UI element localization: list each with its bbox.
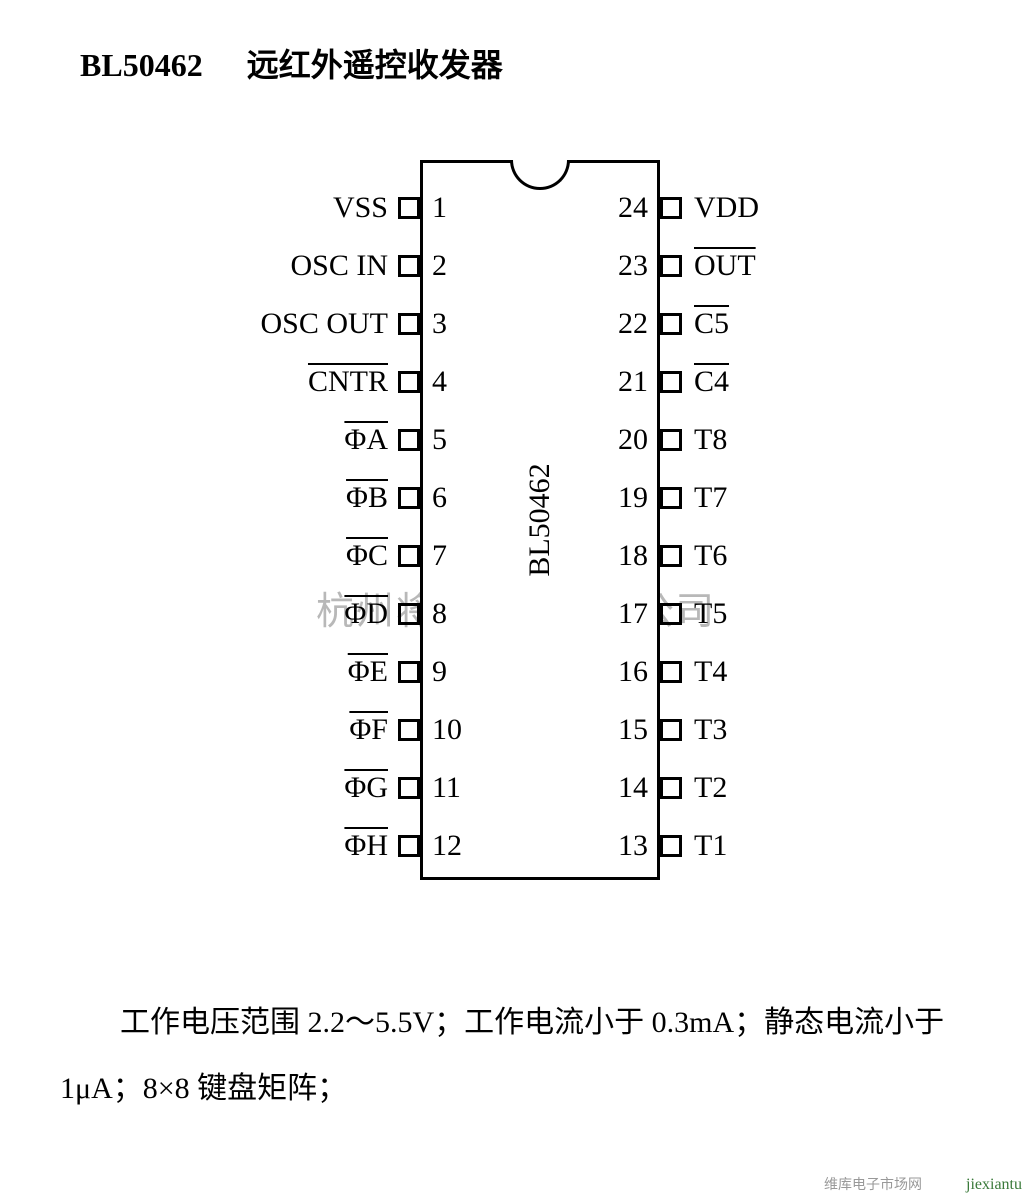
pin-lead-icon [398,487,420,509]
pin-label-right: T8 [694,423,727,457]
title-part-number: BL50462 [80,47,203,84]
pin-label-left: OSC IN [290,249,388,283]
pin-label-left: ΦG [344,771,388,805]
pin-row: ΦB 6 19 T7 [0,468,1032,528]
pin-number-left: 11 [432,771,472,805]
pin-label-right: C4 [694,365,729,399]
pin-lead-icon [660,197,682,219]
pin-number-right: 24 [600,191,648,225]
pin-lead-icon [398,603,420,625]
pin-number-left: 9 [432,655,472,689]
pin-lead-icon [398,429,420,451]
pin-lead-icon [660,545,682,567]
pin-number-left: 4 [432,365,472,399]
pin-lead-icon [398,545,420,567]
pin-label-left: ΦB [346,481,388,515]
pin-lead-icon [660,429,682,451]
pin-number-left: 8 [432,597,472,631]
pin-row: ΦF 10 15 T3 [0,700,1032,760]
pin-label-left: CNTR [308,365,388,399]
pin-number-right: 23 [600,249,648,283]
pin-lead-icon [660,371,682,393]
pin-lead-icon [398,719,420,741]
pin-number-right: 22 [600,307,648,341]
pin-label-left: ΦD [344,597,388,631]
pin-row: ΦA 5 20 T8 [0,410,1032,470]
pin-lead-icon [398,777,420,799]
footer-site-2: 维库电子市场网 [824,1174,922,1194]
pin-lead-icon [398,835,420,857]
pin-number-left: 5 [432,423,472,457]
pin-label-left: ΦA [344,423,388,457]
pin-row: ΦE 9 16 T4 [0,642,1032,702]
pin-label-right: OUT [694,249,756,283]
pin-number-right: 19 [600,481,648,515]
pin-number-right: 16 [600,655,648,689]
pin-label-left: VSS [333,191,388,225]
pin-number-left: 10 [432,713,472,747]
pin-number-left: 3 [432,307,472,341]
pin-number-left: 1 [432,191,472,225]
spec-text: 工作电压范围 2.2～5.5V；工作电流小于 0.3mA；静态电流小于 1μA；… [60,990,972,1122]
pin-lead-icon [398,313,420,335]
pin-row: OSC IN 2 23 OUT [0,236,1032,296]
pin-row: ΦC 7 18 T6 [0,526,1032,586]
pin-number-right: 13 [600,829,648,863]
pin-lead-icon [660,661,682,683]
title: BL50462 远红外遥控收发器 [80,40,503,86]
pin-lead-icon [660,313,682,335]
pin-label-right: T5 [694,597,727,631]
pin-number-right: 17 [600,597,648,631]
pin-lead-icon [660,777,682,799]
pin-number-left: 12 [432,829,472,863]
pin-label-left: ΦE [348,655,388,689]
pin-lead-icon [398,255,420,277]
pin-label-right: T2 [694,771,727,805]
pin-row: VSS 1 24 VDD [0,178,1032,238]
pin-label-right: T3 [694,713,727,747]
pin-row: CNTR 4 21 C4 [0,352,1032,412]
pin-label-right: T7 [694,481,727,515]
pin-lead-icon [398,661,420,683]
pin-label-left: ΦC [346,539,388,573]
pin-lead-icon [398,197,420,219]
pin-lead-icon [660,487,682,509]
pin-number-left: 7 [432,539,472,573]
pin-label-right: VDD [694,191,759,225]
pin-label-right: T1 [694,829,727,863]
pin-number-left: 2 [432,249,472,283]
pin-label-right: C5 [694,307,729,341]
footer-site-1: jiexiantu [966,1176,1022,1194]
pin-lead-icon [660,719,682,741]
pin-row: ΦG 11 14 T2 [0,758,1032,818]
pin-number-right: 15 [600,713,648,747]
pin-label-left: ΦH [344,829,388,863]
pin-number-right: 18 [600,539,648,573]
pin-row: ΦH 12 13 T1 [0,816,1032,876]
pin-number-left: 6 [432,481,472,515]
pin-label-right: T6 [694,539,727,573]
pin-row: OSC OUT 3 22 C5 [0,294,1032,354]
chip-pinout-diagram: BL50462 VSS124VDDOSC IN223OUTOSC OUT322C… [0,150,1032,910]
pin-row: ΦD 8 17 T5 [0,584,1032,644]
pin-label-right: T4 [694,655,727,689]
pin-label-left: ΦF [349,713,388,747]
pin-lead-icon [660,835,682,857]
title-name: 远红外遥控收发器 [247,40,503,86]
pin-lead-icon [660,603,682,625]
pin-lead-icon [660,255,682,277]
pin-number-right: 21 [600,365,648,399]
pin-lead-icon [398,371,420,393]
pin-number-right: 20 [600,423,648,457]
pin-label-left: OSC OUT [260,307,388,341]
pin-number-right: 14 [600,771,648,805]
